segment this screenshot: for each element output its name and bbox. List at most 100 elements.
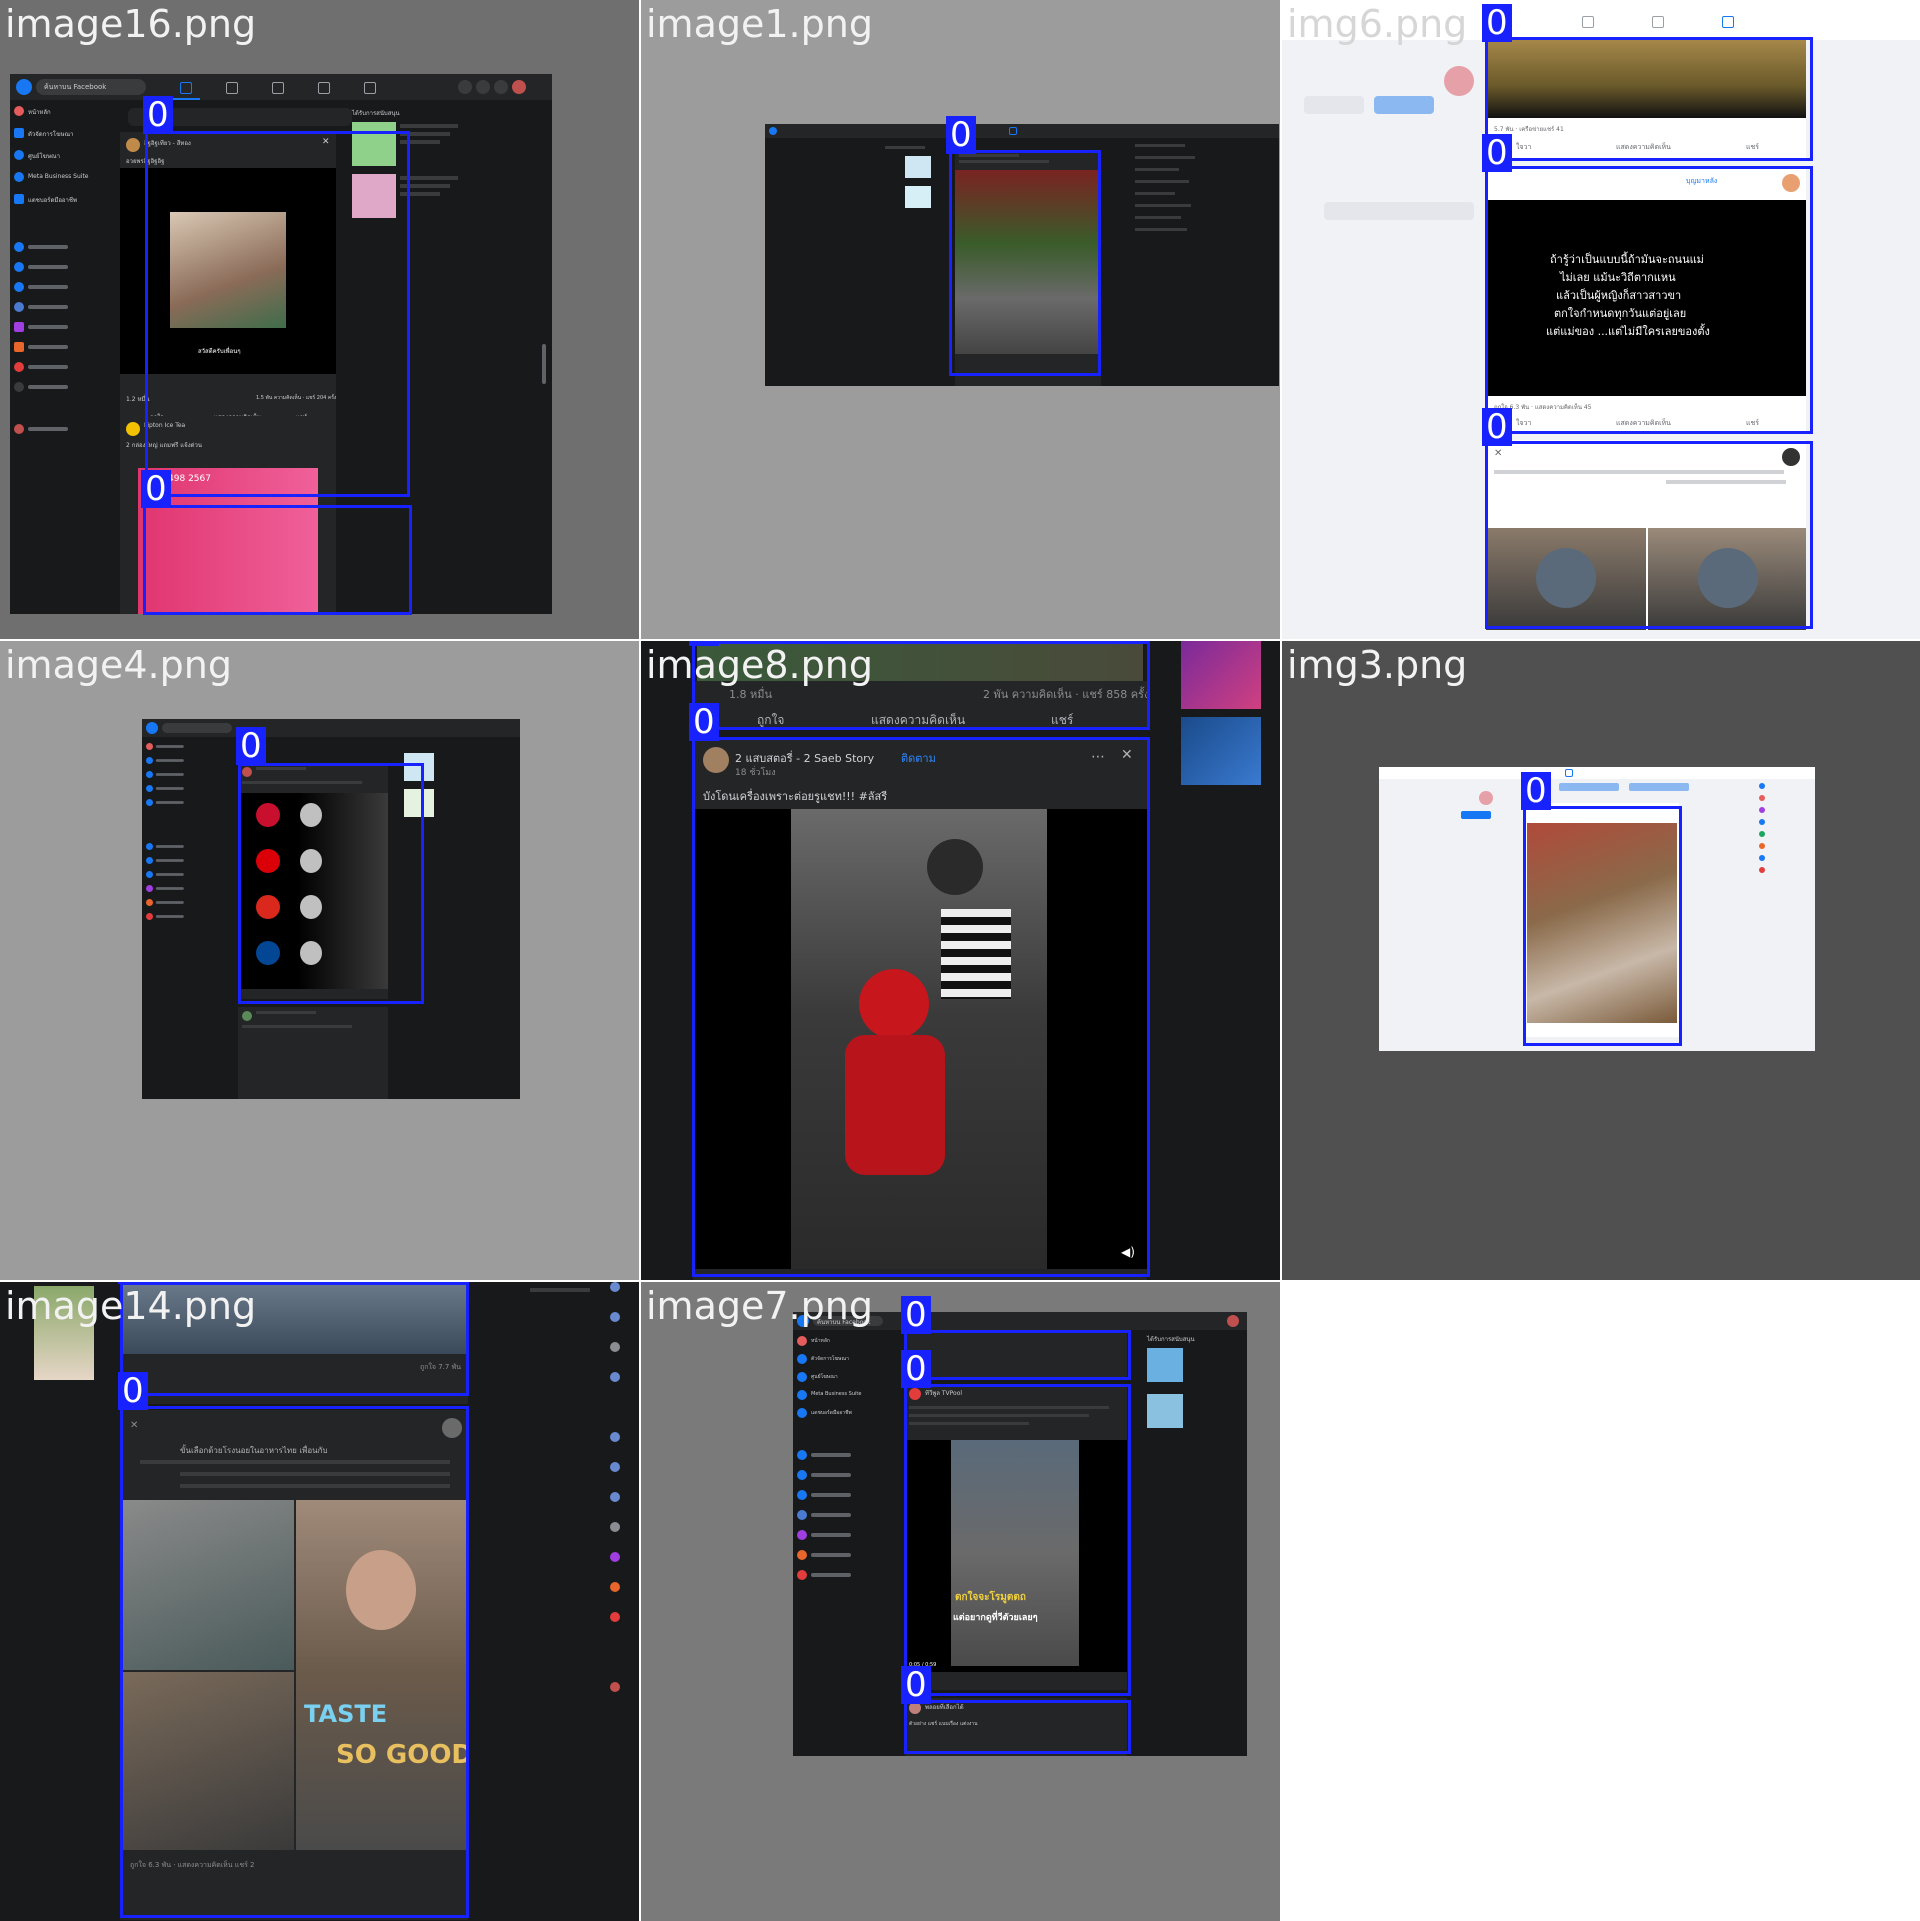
notifications-icon[interactable] xyxy=(494,80,508,94)
search-input[interactable] xyxy=(813,1316,883,1326)
post-video[interactable] xyxy=(1486,38,1806,118)
sidebar-item[interactable]: Meta Business Suite xyxy=(14,172,114,182)
tab[interactable] xyxy=(1559,783,1619,791)
post-author[interactable]: พลอยที่เลือกได้ xyxy=(925,1704,964,1711)
groups-icon[interactable] xyxy=(1652,16,1664,28)
home-icon[interactable] xyxy=(1009,127,1017,135)
see-more-button[interactable] xyxy=(1324,202,1474,220)
sidebar-item[interactable]: ตัวจัดการโฆษณา xyxy=(797,1354,887,1364)
reaction-count[interactable]: 1.2 หมื่น xyxy=(126,396,150,403)
facebook-screenshot xyxy=(142,719,520,1099)
sponsored-ad-image[interactable] xyxy=(352,122,396,166)
video-icon[interactable] xyxy=(226,82,238,94)
like-button[interactable]: ใจวา xyxy=(1516,143,1532,151)
like-button[interactable]: ถูกใจ xyxy=(757,713,785,727)
reaction-count[interactable]: 1.8 หมื่น xyxy=(729,688,773,701)
sponsored-ad-image[interactable] xyxy=(352,174,396,218)
close-icon[interactable]: ✕ xyxy=(322,137,330,147)
avatar[interactable] xyxy=(1227,1315,1239,1327)
post-author[interactable]: 2 แสบสตอรี่ - 2 Saeb Story xyxy=(735,752,875,765)
post-text-image[interactable]: ถ้ารู้ว่าเป็นแบบนี้ถ้ามันจะถนนแม่ ไม่เลย… xyxy=(1486,200,1806,396)
comment-button[interactable]: แสดงความคิดเห็น xyxy=(871,713,966,727)
post-image[interactable]: TASTE SO GOOD xyxy=(296,1500,468,1850)
sidebar-item[interactable]: แดชบอร์ดมืออาชีพ xyxy=(14,194,114,204)
post-image[interactable] xyxy=(120,1500,294,1670)
sidebar-item[interactable]: ศูนย์โฆษณา xyxy=(14,150,114,160)
sidebar-thumbnail[interactable] xyxy=(34,1286,94,1380)
groups-icon[interactable] xyxy=(318,82,330,94)
sidebar-item[interactable]: ศูนย์โฆษณา xyxy=(797,1372,887,1382)
facebook-logo-icon[interactable] xyxy=(797,1315,809,1327)
post-author[interactable]: Lipton Ice Tea xyxy=(144,422,186,429)
post-author[interactable]: ทีวีพูล TVPool xyxy=(925,1390,963,1397)
post-video[interactable]: ตกใจจะโรมูตตถ แต่อยากดูที่วีตัวยเลยๆ 0:0… xyxy=(905,1440,1127,1672)
share-button[interactable]: แชร์ xyxy=(1051,713,1074,727)
home-icon[interactable] xyxy=(180,82,192,94)
sponsored-ad-text[interactable] xyxy=(400,124,460,154)
search-input[interactable] xyxy=(36,79,146,95)
facebook-logo-icon[interactable] xyxy=(146,722,158,734)
button[interactable] xyxy=(1304,96,1364,114)
thumbnail[interactable] xyxy=(905,156,931,178)
facebook-logo-icon[interactable] xyxy=(769,127,777,135)
post-image[interactable] xyxy=(955,170,1101,354)
post-composer[interactable] xyxy=(128,108,352,126)
thumbnail[interactable] xyxy=(905,186,931,208)
sidebar-item[interactable]: หน้าหลัก xyxy=(797,1336,887,1346)
comment-button[interactable]: แสดงความคิดเห็น xyxy=(1616,143,1671,151)
post-image[interactable] xyxy=(120,1672,294,1850)
sponsored-ad-image[interactable] xyxy=(1147,1348,1183,1382)
marketplace-icon[interactable] xyxy=(272,82,284,94)
sponsored-ad-image[interactable] xyxy=(404,789,434,817)
sponsored-ad-image[interactable] xyxy=(1181,717,1261,785)
gaming-icon[interactable] xyxy=(364,82,376,94)
close-icon[interactable]: ✕ xyxy=(130,1420,139,1431)
messenger-icon[interactable] xyxy=(476,80,490,94)
sidebar-item[interactable]: Meta Business Suite xyxy=(797,1390,887,1400)
right-sidebar xyxy=(490,1282,630,1862)
scrollbar[interactable] xyxy=(542,344,546,384)
previous-post-media[interactable] xyxy=(122,1282,466,1354)
avatar[interactable] xyxy=(512,80,526,94)
share-button[interactable]: แชร์ xyxy=(1746,419,1760,427)
sponsored-ad-image[interactable] xyxy=(1181,641,1261,709)
text-line: แล้วเป็นผู้หญิงก็สาวสาวขา xyxy=(1556,289,1682,302)
post-image[interactable] xyxy=(1648,528,1806,630)
comment-share-count[interactable]: 2 พัน ความคิดเห็น · แชร์ 858 ครั้ง xyxy=(983,688,1150,701)
previous-post-media[interactable] xyxy=(697,641,1143,681)
sidebar-item[interactable]: ตัวจัดการโฆษณา xyxy=(14,128,114,138)
facebook-screenshot: 1.8 หมื่น 2 พัน ความคิดเห็น · แชร์ 858 ค… xyxy=(641,641,1280,1280)
comment-share-count[interactable]: 1.5 พัน ความคิดเห็น · แชร์ 204 ครั้ง xyxy=(256,395,337,401)
post-video[interactable]: สวัสดีครับเพื่อนๆ xyxy=(120,168,336,374)
tab[interactable] xyxy=(1629,783,1689,791)
close-icon[interactable]: ✕ xyxy=(1494,448,1503,459)
sidebar-item[interactable]: หน้าหลัก xyxy=(14,106,114,116)
search-input[interactable] xyxy=(162,723,232,733)
volume-icon[interactable]: ◀) xyxy=(1121,1245,1135,1259)
sponsored-ad-image[interactable] xyxy=(1147,1394,1183,1428)
menu-icon[interactable] xyxy=(458,80,472,94)
close-icon[interactable]: ✕ xyxy=(1121,747,1133,763)
avatar xyxy=(442,1418,462,1438)
facebook-logo-icon[interactable] xyxy=(16,79,32,95)
post-author[interactable]: บุญมาหลัง xyxy=(1686,177,1718,185)
post-author[interactable]: อิฐอิฐเทียว - สีทอง xyxy=(144,140,191,147)
gaming-icon[interactable] xyxy=(1582,16,1594,28)
comment-button[interactable]: แสดงความคิดเห็น xyxy=(1616,419,1671,427)
tile-label: image8.png xyxy=(646,643,873,687)
post-video[interactable]: ◀) xyxy=(693,809,1147,1269)
more-options-icon[interactable]: ⋯ xyxy=(1091,749,1105,765)
sponsored-ad-text[interactable] xyxy=(400,176,460,206)
home-icon[interactable] xyxy=(1565,769,1573,777)
button[interactable] xyxy=(1461,811,1491,819)
follow-button[interactable]: ติดตาม xyxy=(901,752,936,765)
post-image[interactable] xyxy=(238,793,388,989)
post-image[interactable] xyxy=(1527,823,1677,1023)
like-button[interactable]: ใจวา xyxy=(1516,419,1532,427)
home-icon[interactable] xyxy=(1722,16,1734,28)
sidebar-item[interactable]: แดชบอร์ดมืออาชีพ xyxy=(797,1408,887,1418)
share-button[interactable]: แชร์ xyxy=(1746,143,1760,151)
button[interactable] xyxy=(1374,96,1434,114)
sponsored-ad-image[interactable] xyxy=(404,753,434,781)
post-image[interactable] xyxy=(1486,528,1646,630)
